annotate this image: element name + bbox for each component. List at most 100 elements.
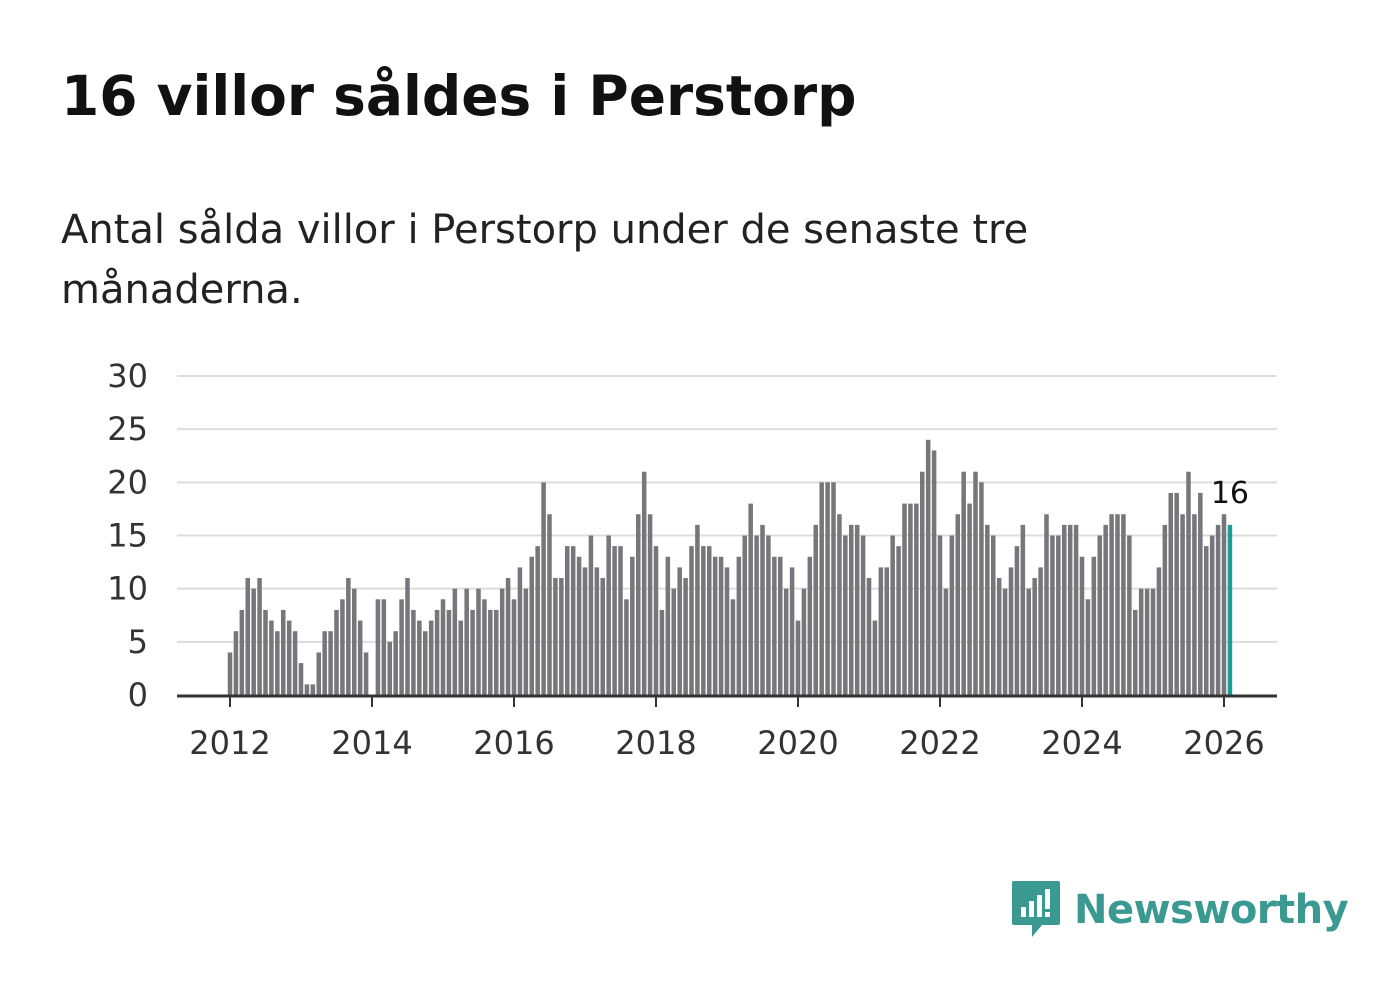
- bar: [760, 524, 765, 695]
- bar: [227, 652, 233, 695]
- bar: [718, 556, 724, 695]
- bar: [363, 652, 369, 695]
- bar: [754, 535, 759, 695]
- bar: [434, 609, 440, 695]
- bar: [1002, 588, 1008, 695]
- bar: [1038, 567, 1043, 695]
- bar: [440, 599, 446, 695]
- bar: [1209, 535, 1215, 695]
- bar: [405, 578, 410, 695]
- bar: [541, 482, 546, 695]
- bar: [884, 567, 890, 695]
- bar: [1014, 546, 1020, 695]
- x-tick-label: 2026: [1183, 724, 1264, 762]
- bar: [996, 578, 1002, 695]
- bar: [570, 546, 576, 695]
- bar: [1150, 588, 1156, 695]
- bar: [736, 556, 742, 695]
- bar: [1032, 578, 1037, 695]
- bar: [955, 514, 961, 695]
- bar: [286, 620, 292, 695]
- y-tick-label: 25: [107, 410, 148, 448]
- bar: [239, 609, 245, 695]
- bar: [919, 471, 925, 695]
- bar: [257, 578, 262, 695]
- x-tick-label: 2022: [899, 724, 980, 762]
- bar: [967, 503, 972, 695]
- bars: [227, 439, 1233, 695]
- bar: [789, 567, 795, 695]
- bar: [896, 546, 901, 695]
- bar: [647, 514, 653, 695]
- bar: [1127, 535, 1132, 695]
- bar: [848, 524, 854, 695]
- bar: [357, 620, 363, 695]
- bar: [1050, 535, 1055, 695]
- bar: [588, 535, 594, 695]
- bar: [712, 556, 718, 695]
- bar: [559, 578, 564, 695]
- bar: [866, 578, 872, 695]
- bar: [594, 567, 600, 695]
- bar: [1020, 524, 1026, 695]
- bar: [606, 535, 611, 695]
- bar: [488, 609, 493, 695]
- newsworthy-logo[interactable]: Newsworthy: [1010, 878, 1349, 942]
- bar: [1221, 514, 1227, 695]
- bar: [582, 567, 588, 695]
- bar: [482, 599, 487, 695]
- bar: [452, 588, 458, 695]
- bar: [476, 588, 481, 695]
- bar: [470, 609, 475, 695]
- bar: [292, 631, 298, 695]
- bar: [973, 471, 978, 695]
- bar: [351, 588, 357, 695]
- bar: [801, 588, 807, 695]
- bar: [298, 663, 304, 695]
- bar: [328, 631, 333, 695]
- bar: [446, 609, 452, 695]
- last-value-label: 16: [1211, 476, 1249, 511]
- bar: [251, 588, 256, 695]
- bar: [387, 641, 393, 695]
- bar: [1215, 524, 1221, 695]
- bar: [612, 546, 617, 695]
- bar: [1044, 514, 1049, 695]
- bar: [860, 535, 866, 695]
- bar: [564, 546, 570, 695]
- bar: [1162, 524, 1168, 695]
- bar: [777, 556, 783, 695]
- x-tick-label: 2020: [757, 724, 838, 762]
- bar: [1180, 514, 1185, 695]
- bar: [304, 684, 310, 695]
- bar: [902, 503, 907, 695]
- bar: [493, 609, 499, 695]
- bar: [878, 567, 884, 695]
- x-tick-label: 2018: [615, 724, 696, 762]
- bar: [677, 567, 682, 695]
- bar: [1144, 588, 1150, 695]
- bar: [535, 546, 540, 695]
- bar: [1168, 492, 1174, 695]
- bar: [961, 471, 966, 695]
- bar: [464, 588, 469, 695]
- bar: [949, 535, 955, 695]
- bar: [624, 599, 629, 695]
- bar: [310, 684, 316, 695]
- bar: [381, 599, 387, 695]
- x-tick-label: 2024: [1041, 724, 1122, 762]
- bar: [1079, 556, 1085, 695]
- bar: [925, 439, 931, 695]
- bar: [1156, 567, 1162, 695]
- y-tick-label: 20: [107, 463, 148, 501]
- bar: [1067, 524, 1073, 695]
- bar: [937, 535, 943, 695]
- brand-name: Newsworthy: [1074, 887, 1349, 933]
- bar: [1026, 588, 1032, 695]
- y-tick-label: 10: [107, 570, 148, 608]
- bar: [505, 578, 511, 695]
- bar: [665, 556, 671, 695]
- chart-subtitle: Antal sålda villor i Perstorp under de s…: [61, 207, 1029, 313]
- bar: [428, 620, 434, 695]
